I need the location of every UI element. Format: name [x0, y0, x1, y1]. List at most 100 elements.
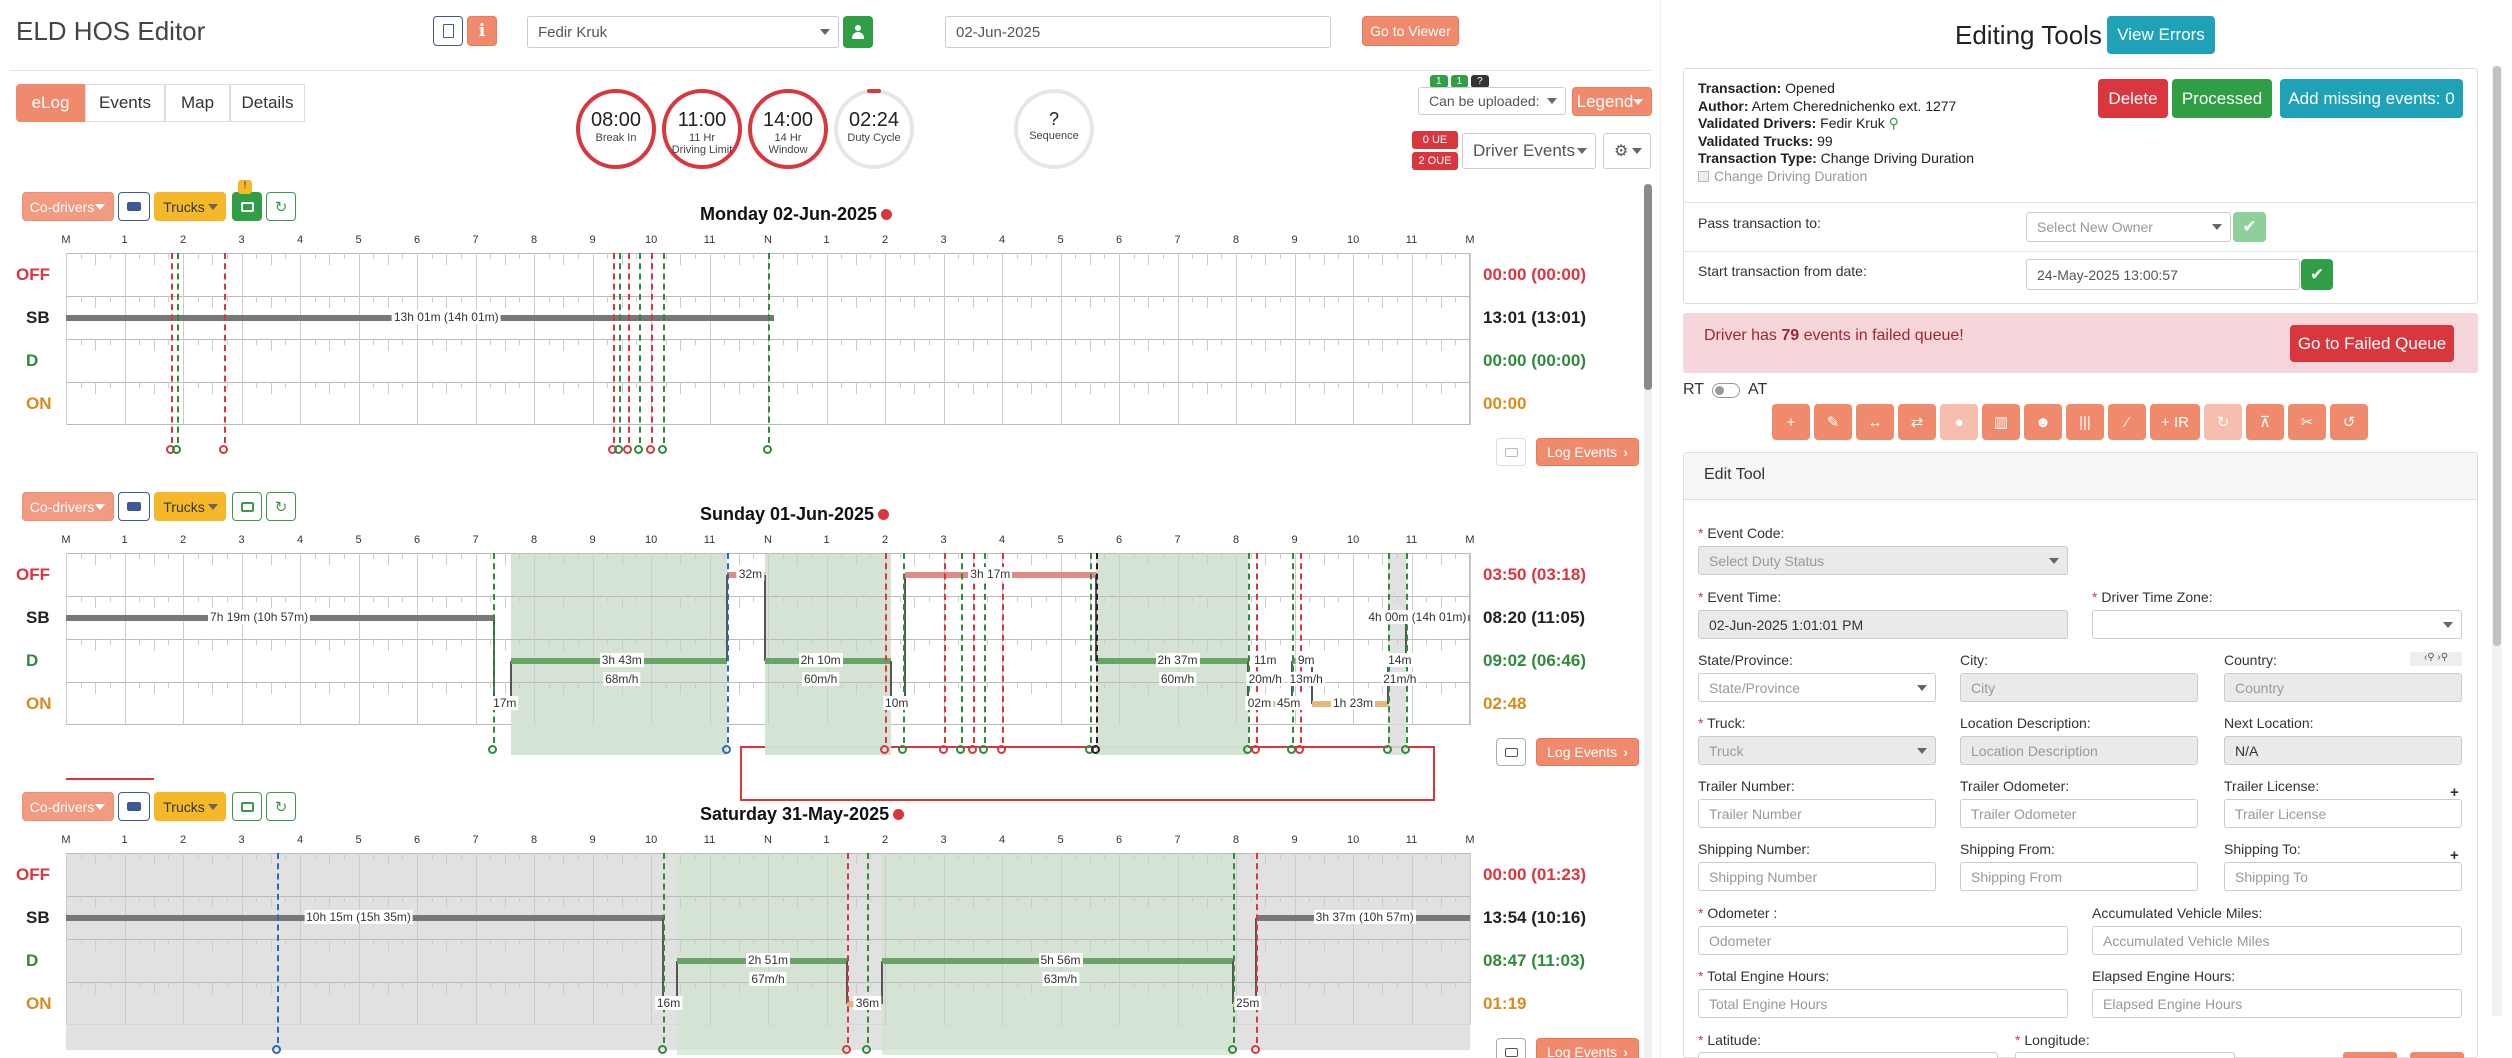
event-marker-line[interactable]: [1247, 553, 1250, 743]
tab-details[interactable]: Details: [230, 84, 305, 122]
pass-owner-select[interactable]: Select New Owner: [2026, 212, 2231, 242]
location-pin-icon[interactable]: [613, 445, 623, 454]
document-button[interactable]: [433, 16, 463, 46]
event-marker-line[interactable]: [177, 253, 180, 443]
trailer-odo-input[interactable]: Trailer Odometer: [1960, 799, 2198, 828]
event-marker-line[interactable]: [902, 553, 905, 743]
log-events-button[interactable]: Log Events ›: [1536, 1038, 1639, 1058]
plus-tool-button[interactable]: +: [1772, 404, 1810, 440]
truck-icon-button[interactable]: [118, 192, 150, 221]
swap-tool-button[interactable]: ⇄: [1898, 404, 1936, 440]
location-pin-icon[interactable]: [722, 745, 732, 754]
trucks-dropdown[interactable]: Trucks: [154, 192, 226, 221]
ir-tool-button[interactable]: + IR: [2150, 404, 2200, 440]
event-time-input[interactable]: 02-Jun-2025 1:01:01 PM: [1698, 610, 2068, 639]
event-marker-line[interactable]: [651, 253, 653, 443]
comment-button[interactable]: [1496, 1038, 1526, 1058]
location-pin-icon[interactable]: [1286, 745, 1296, 754]
event-marker-line[interactable]: [612, 253, 615, 443]
co-drivers-button[interactable]: Co-drivers: [22, 792, 114, 821]
event-marker-line[interactable]: [1089, 553, 1092, 743]
settings-dropdown[interactable]: ⚙: [1603, 133, 1651, 169]
columns-tool-button[interactable]: |||: [2066, 404, 2104, 440]
history-tool-button[interactable]: ↺: [2330, 404, 2368, 440]
tab-events[interactable]: Events: [85, 84, 165, 122]
print-button[interactable]: [232, 492, 262, 521]
location-pin-icon[interactable]: [634, 445, 644, 454]
add-trailer-icon[interactable]: +: [2450, 784, 2459, 801]
truck-select[interactable]: Truck: [1698, 736, 1936, 765]
duty-segment-sb[interactable]: [770, 314, 774, 321]
ue-badge[interactable]: 0 UE: [1412, 131, 1458, 149]
location-pin-icon[interactable]: [271, 1045, 281, 1054]
location-pin-icon[interactable]: [880, 745, 889, 754]
location-pin-icon[interactable]: [956, 745, 966, 754]
event-marker-line[interactable]: [1388, 553, 1391, 743]
location-pin-icon[interactable]: [622, 445, 632, 454]
tab-elog[interactable]: eLog: [16, 84, 85, 122]
wand-tool-button[interactable]: ⁄: [2108, 404, 2146, 440]
trash-tool-button[interactable]: ▥: [1982, 404, 2020, 440]
event-marker-line[interactable]: [276, 853, 279, 1043]
rt-at-toggle[interactable]: [1712, 383, 1740, 398]
add-missing-events-button[interactable]: Add missing events: 0: [2280, 79, 2463, 118]
tab-map[interactable]: Map: [165, 84, 230, 122]
start-confirm-button[interactable]: ✔: [2301, 259, 2333, 290]
event-marker-line[interactable]: [943, 553, 946, 743]
truck-icon-button[interactable]: [118, 792, 150, 821]
location-pin-icon[interactable]: [1383, 745, 1393, 754]
event-marker-line[interactable]: [1405, 553, 1408, 743]
delete-button[interactable]: Delete: [2098, 79, 2168, 118]
location-pin-icon[interactable]: [1295, 745, 1305, 754]
location-pin-icon[interactable]: [172, 445, 182, 454]
legend-button[interactable]: Legend: [1572, 87, 1652, 116]
align-top-tool-button[interactable]: ⊼: [2246, 404, 2284, 440]
country-input[interactable]: Country: [2224, 673, 2462, 702]
clock-0[interactable]: 08:00 Break In: [576, 89, 656, 169]
clock-2[interactable]: 14:00 14 Hr Window: [748, 89, 828, 169]
trucks-dropdown[interactable]: Trucks: [154, 792, 226, 821]
event-marker-line[interactable]: [627, 253, 630, 443]
location-pin-icon[interactable]: [218, 445, 228, 454]
go-to-failed-queue-button[interactable]: Go to Failed Queue: [2290, 325, 2454, 362]
latitude-input[interactable]: [1698, 1052, 1998, 1058]
refresh-button[interactable]: ↻: [266, 492, 296, 521]
latlng-button-1[interactable]: [2343, 1052, 2397, 1058]
location-pin-icon[interactable]: [1400, 745, 1410, 754]
pencil-tool-button[interactable]: ✎: [1814, 404, 1852, 440]
location-pin-icon[interactable]: [763, 445, 772, 454]
comment-button[interactable]: [1496, 738, 1526, 766]
processed-button[interactable]: Processed: [2172, 79, 2272, 118]
comment-button[interactable]: [1496, 438, 1526, 466]
add-shipping-icon[interactable]: +: [2450, 847, 2459, 864]
event-marker-line[interactable]: [493, 553, 496, 743]
driver-tz-select[interactable]: [2092, 610, 2462, 639]
location-pin-icon[interactable]: [967, 745, 977, 754]
trailer-num-input[interactable]: Trailer Number: [1698, 799, 1936, 828]
location-pin-icon[interactable]: [862, 1045, 872, 1054]
event-marker-line[interactable]: [846, 853, 849, 1043]
event-marker-line[interactable]: [662, 853, 665, 1043]
event-marker-line[interactable]: [171, 253, 174, 443]
start-date-field[interactable]: 24-May-2025 13:00:57: [2026, 259, 2300, 290]
co-drivers-button[interactable]: Co-drivers: [22, 192, 114, 221]
log-scrollbar[interactable]: [1644, 184, 1652, 1058]
location-pin-icon[interactable]: [897, 745, 907, 754]
location-pin-icon[interactable]: [1251, 745, 1261, 754]
event-marker-line[interactable]: [867, 853, 870, 1043]
loc-desc-input[interactable]: Location Description: [1960, 736, 2198, 765]
right-scrollbar-thumb[interactable]: [2493, 66, 2501, 646]
trailer-lic-input[interactable]: Trailer License: [2224, 799, 2462, 828]
log-events-button[interactable]: Log Events ›: [1536, 738, 1639, 766]
longitude-input[interactable]: [2015, 1052, 2235, 1058]
event-marker-line[interactable]: [727, 553, 730, 743]
location-pin-icon[interactable]: [841, 1045, 851, 1054]
users-tool-button[interactable]: ☻: [2024, 404, 2062, 440]
scrollbar-thumb[interactable]: [1644, 184, 1652, 390]
total-hours-input[interactable]: Total Engine Hours: [1698, 989, 2068, 1018]
driver-select[interactable]: Fedir Kruk: [527, 16, 839, 48]
event-marker-line[interactable]: [961, 553, 964, 743]
upload-select[interactable]: Can be uploaded:: [1418, 87, 1566, 115]
event-marker-line[interactable]: [885, 553, 887, 743]
odometer-input[interactable]: Odometer: [1698, 926, 2068, 955]
